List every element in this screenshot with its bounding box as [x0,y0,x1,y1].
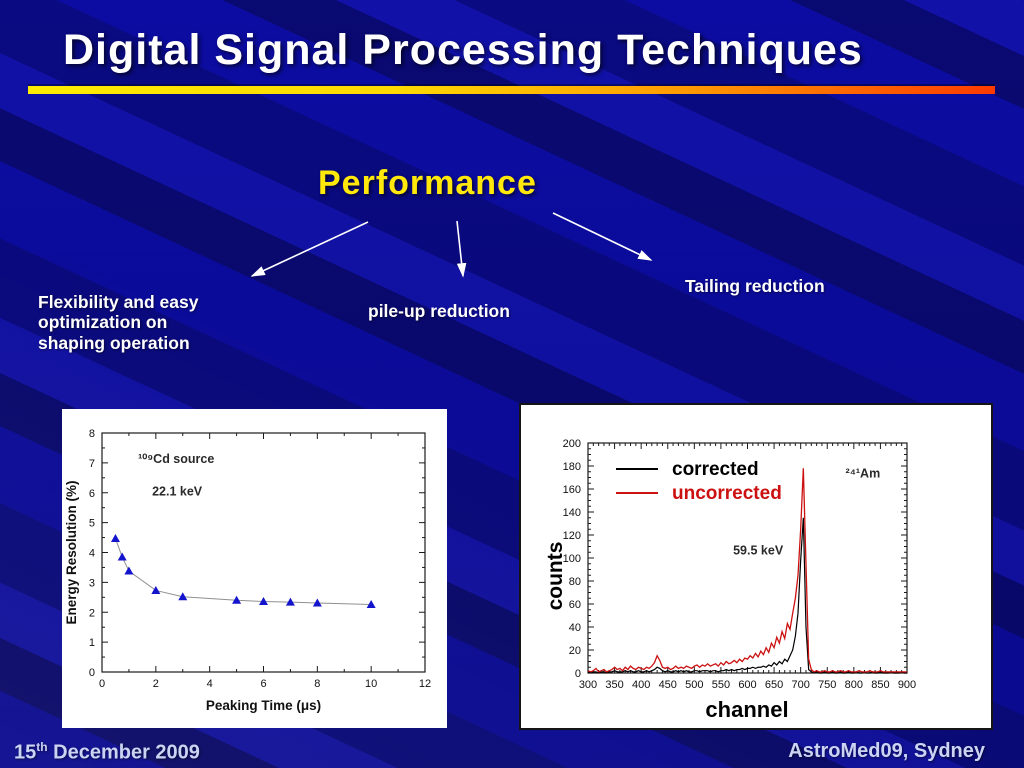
legend-row-corrected: corrected [616,457,782,481]
x-tick-label: 600 [738,679,756,691]
legend-swatch-uncorrected [616,492,658,494]
branch-pileup-line1: pile-up reduction [368,301,510,321]
y-tick-label: 100 [563,553,581,565]
y-tick-label: 40 [569,622,581,634]
data-point-marker [366,599,376,608]
footer-date-rest: December 2009 [47,741,200,764]
x-tick-label: 800 [845,679,863,691]
data-point-marker [117,552,127,561]
branch-flexibility-line1: Flexibility and easy [38,292,199,312]
footer-date-suffix: th [36,740,48,754]
footer-date-day: 15 [14,741,37,764]
y-tick-label: 20 [569,645,581,657]
x-tick-label: 2 [153,678,159,690]
x-tick-label: 550 [712,679,730,691]
data-point-marker [178,592,188,601]
x-tick-label: 8 [314,678,320,690]
arrow-to-flexibility [250,221,369,277]
spectrum-ylabel: counts [544,541,567,611]
y-tick-label: 200 [563,438,581,450]
page-title: Digital Signal Processing Techniques [63,26,863,74]
energy-resolution-chart-panel: 0 2 4 6 8 10 12 0 1 2 3 4 5 6 7 8 ¹⁰⁹Cd source 22.1 keV Pe… [62,409,447,728]
branch-tailing: Tailing reduction [685,276,825,296]
spectrum-chart: 300 350 400 450 500 550 600 650 700 750 800 850 900 0… [563,438,917,691]
footer-venue: AstroMed09, Sydney [788,740,985,762]
data-point-marker [110,533,120,542]
x-tick-label: 450 [659,679,677,691]
legend-row-uncorrected: uncorrected [616,481,782,505]
x-tick-label: 700 [791,679,809,691]
x-tick-label: 0 [99,678,105,690]
arrow-to-pileup [456,220,467,278]
y-tick-label: 0 [89,667,95,679]
chart-annotation: 22.1 keV [152,485,203,499]
y-tick-label: 60 [569,599,581,611]
chart-annotation: ²⁴¹Am [846,467,881,481]
branch-pileup: pile-up reduction [368,301,510,321]
branch-flexibility-line3: shaping operation [38,332,190,353]
x-tick-label: 750 [818,679,836,691]
footer-date: 15th December 2009 [14,740,200,765]
y-tick-label: 8 [89,428,95,440]
legend-label-corrected: corrected [672,458,759,480]
y-tick-label: 2 [89,607,95,619]
performance-label: Performance [318,164,537,202]
series-uncorrected [587,468,907,673]
chart-annotation: ¹⁰⁹Cd source [138,452,214,466]
legend-label-uncorrected: uncorrected [672,482,782,504]
y-tick-label: 120 [563,530,581,542]
branch-flexibility-line2: optimization on [38,312,168,333]
y-axis-label: Energy Resolution (%) [64,480,79,624]
y-tick-label: 0 [575,668,581,680]
title-underline-bar [28,86,995,94]
plot-frame [587,442,908,674]
y-tick-label: 160 [563,484,581,496]
x-tick-label: 850 [871,679,889,691]
axis-ticks [101,432,426,673]
x-tick-label: 10 [365,678,377,690]
series-corrected [587,517,907,674]
y-tick-label: 1 [89,637,95,649]
x-tick-label: 400 [632,679,650,691]
x-tick-label: 12 [419,678,431,690]
x-tick-label: 650 [765,679,783,691]
x-tick-label: 350 [605,679,623,691]
y-tick-label: 4 [89,548,95,560]
spectrum-legend: corrected uncorrected [616,457,782,505]
y-tick-label: 140 [563,507,581,519]
y-tick-label: 3 [89,577,95,589]
data-point-marker [259,596,268,605]
x-axis-label: Peaking Time (μs) [206,698,321,713]
branch-tailing-line1: Tailing reduction [685,276,825,296]
x-tick-label: 6 [260,678,266,690]
chart-annotation: 59.5 keV [733,544,784,558]
series-energy-resolution [114,538,372,605]
arrow-to-tailing [552,212,653,261]
plot-frame [101,432,426,673]
y-tick-label: 180 [563,461,581,473]
x-tick-label: 4 [207,678,213,690]
spectrum-xlabel: channel [705,697,789,722]
legend-swatch-corrected [616,468,658,470]
data-point-marker [285,597,295,606]
y-tick-label: 80 [569,576,581,588]
y-tick-label: 5 [89,518,95,530]
y-tick-label: 6 [89,488,95,500]
data-point-marker [124,566,134,575]
data-point-marker [312,598,322,607]
data-point-marker [232,595,242,604]
branch-flexibility: Flexibility and easy optimization on sha… [38,292,198,353]
x-tick-label: 900 [898,679,916,691]
spectrum-chart-panel: 300 350 400 450 500 550 600 650 700 750 800 850 900 0… [519,403,993,730]
x-tick-label: 500 [685,679,703,691]
x-tick-label: 300 [579,679,597,691]
y-tick-label: 7 [89,458,95,470]
data-point-marker [151,585,161,594]
